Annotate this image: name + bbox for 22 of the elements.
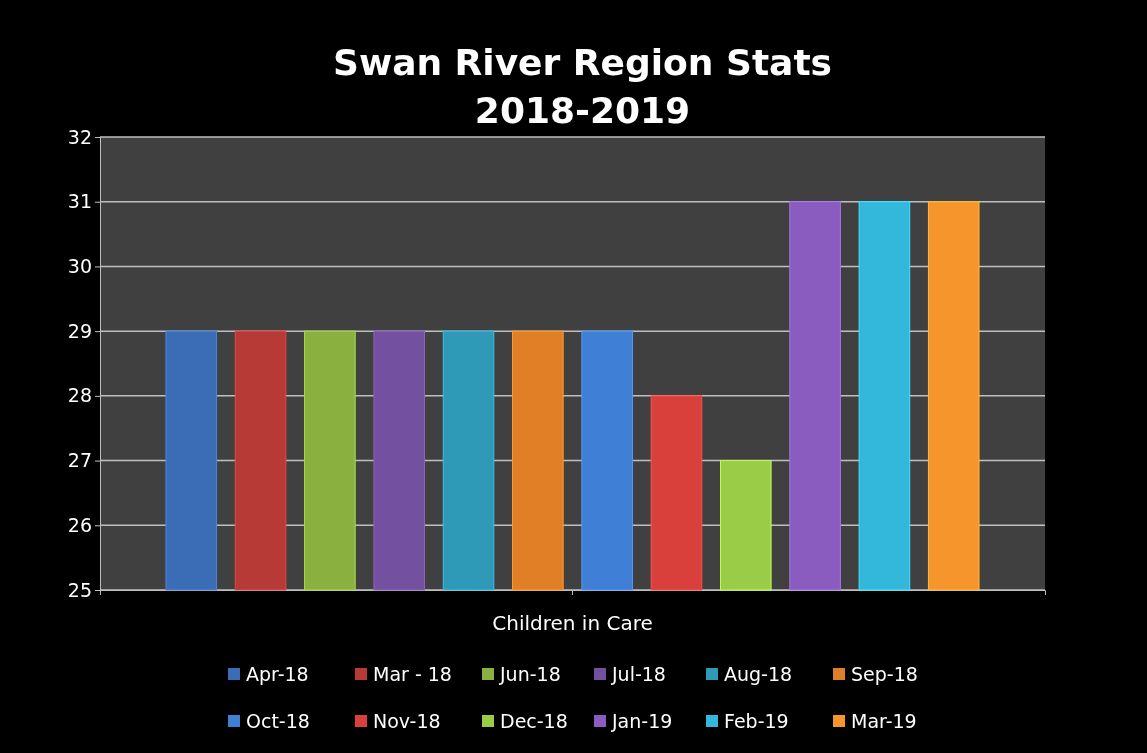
chart-title: Swan River Region Stats 2018-2019 bbox=[332, 42, 833, 131]
y-tick-label: 32 bbox=[67, 125, 92, 148]
legend-label: Jun-18 bbox=[499, 663, 561, 685]
legend-label: Mar-19 bbox=[851, 710, 917, 732]
y-tick-label: 27 bbox=[67, 449, 92, 472]
x-tick-label: Children in Care bbox=[492, 611, 653, 635]
legend-label: Apr-18 bbox=[246, 663, 309, 685]
legend-label: Oct-18 bbox=[246, 710, 310, 732]
legend-label: Jan-19 bbox=[611, 710, 673, 732]
y-tick-label: 31 bbox=[67, 190, 92, 213]
legend-label: Nov-18 bbox=[373, 710, 441, 732]
legend-label: Feb-19 bbox=[724, 710, 789, 732]
legend-label: Jul-18 bbox=[611, 663, 666, 685]
legend-label: Mar - 18 bbox=[373, 663, 452, 685]
y-tick-label: 29 bbox=[67, 319, 92, 342]
y-tick-label: 28 bbox=[67, 384, 92, 407]
y-tick-label: 30 bbox=[67, 255, 92, 278]
legend-label: Aug-18 bbox=[724, 663, 793, 685]
y-tick-label: 26 bbox=[67, 513, 92, 536]
legend-label: Sep-18 bbox=[851, 663, 918, 685]
legend-label: Dec-18 bbox=[500, 710, 568, 732]
y-tick-label: 25 bbox=[67, 578, 92, 601]
